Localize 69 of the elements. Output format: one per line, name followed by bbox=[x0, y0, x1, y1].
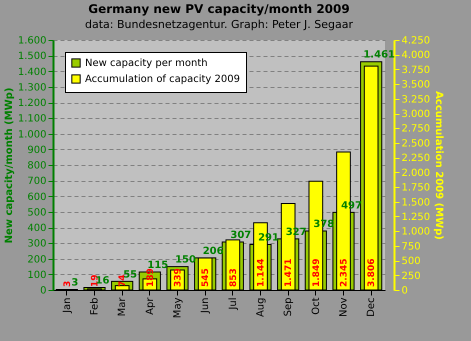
x-tick-label: Dec bbox=[366, 298, 378, 317]
y-tick-label: 300 bbox=[27, 238, 46, 250]
y-axis-title: New capacity/month (MWp) bbox=[4, 88, 15, 244]
y2-tick-label: 3.500 bbox=[402, 80, 430, 91]
data-label: 3 bbox=[71, 278, 78, 289]
y-tick-label: 1.600 bbox=[18, 36, 46, 46]
y2-tick-label: 2.500 bbox=[402, 138, 430, 150]
y2-tick-label: 750 bbox=[402, 241, 421, 252]
data-label: 545 bbox=[201, 268, 212, 287]
legend-label: Accumulation of capacity 2009 bbox=[85, 74, 240, 85]
y-tick-label: 1.200 bbox=[18, 98, 46, 109]
y-tick-label: 1.400 bbox=[18, 66, 46, 78]
data-label: 291 bbox=[258, 232, 279, 244]
y-tick-label: 1.000 bbox=[18, 129, 46, 140]
y2-tick-label: 3.000 bbox=[402, 109, 430, 120]
data-label: 497 bbox=[341, 200, 362, 212]
y2-tick-label: 4.250 bbox=[402, 36, 430, 46]
y2-tick-label: 1.500 bbox=[402, 197, 430, 208]
y-tick-label: 200 bbox=[27, 254, 46, 266]
x-tick-label: Apr bbox=[144, 296, 156, 315]
data-label: 1.849 bbox=[312, 258, 322, 287]
y2-tick-label: 3.250 bbox=[402, 94, 430, 106]
y2-tick-label: 2.000 bbox=[402, 168, 430, 179]
y2-tick-label: 0 bbox=[402, 286, 408, 296]
y-tick-label: 500 bbox=[27, 207, 46, 218]
y2-tick-label: 1.250 bbox=[402, 212, 430, 223]
y2-tick-label: 250 bbox=[402, 270, 421, 282]
y-tick-label: 1.500 bbox=[18, 51, 46, 62]
y-tick-label: 100 bbox=[27, 270, 46, 281]
y-tick-label: 1.300 bbox=[18, 82, 46, 94]
x-tick-label: Nov bbox=[338, 297, 350, 318]
x-tick-label: May bbox=[172, 297, 184, 318]
x-tick-label: Mar bbox=[117, 296, 128, 316]
x-tick-label: Aug bbox=[256, 298, 266, 318]
y2-tick-label: 1.000 bbox=[402, 226, 430, 238]
y-tick-label: 0 bbox=[40, 286, 46, 296]
data-label: 378 bbox=[313, 218, 334, 230]
y2-tick-label: 500 bbox=[402, 256, 421, 268]
x-tick-label: Feb bbox=[90, 298, 100, 316]
data-label: 189 bbox=[146, 268, 156, 287]
x-tick-label: Jul bbox=[228, 298, 239, 311]
data-label: 327 bbox=[286, 226, 307, 238]
x-tick-label: Jan bbox=[62, 298, 73, 314]
y-tick-label: 400 bbox=[27, 223, 46, 234]
data-label: 1.471 bbox=[284, 258, 294, 287]
y2-axis-title: Accumulation 2009 (MWp) bbox=[433, 91, 444, 240]
x-tick-label: Oct bbox=[310, 297, 322, 315]
data-label: 2.345 bbox=[340, 258, 350, 287]
data-label: 1.144 bbox=[256, 258, 266, 287]
data-label: 339 bbox=[174, 268, 184, 287]
y2-tick-label: 4.000 bbox=[402, 50, 430, 62]
data-label: 853 bbox=[228, 268, 239, 287]
legend-label: New capacity per month bbox=[85, 58, 208, 69]
y-tick-label: 1.100 bbox=[18, 114, 46, 125]
x-tick-label: Sep bbox=[283, 298, 294, 316]
y-tick-label: 800 bbox=[27, 160, 46, 172]
y-tick-label: 600 bbox=[27, 192, 46, 203]
data-label: 3 bbox=[62, 280, 73, 287]
chart-title: Germany new PV capacity/month 2009 bbox=[88, 2, 350, 16]
y2-tick-label: 2.750 bbox=[402, 124, 430, 135]
data-label: 307 bbox=[230, 230, 252, 242]
y2-tick-label: 2.250 bbox=[402, 153, 430, 164]
x-tick-label: Jun bbox=[200, 298, 212, 314]
y2-tick-label: 3.750 bbox=[402, 64, 430, 76]
chart-subtitle: data: Bundesnetzagentur. Graph: Peter J. Segaar bbox=[84, 18, 354, 31]
y-tick-label: 900 bbox=[27, 144, 46, 156]
y-tick-label: 700 bbox=[27, 176, 46, 188]
y2-tick-label: 1.750 bbox=[402, 182, 430, 194]
data-label: 3.806 bbox=[367, 258, 378, 287]
